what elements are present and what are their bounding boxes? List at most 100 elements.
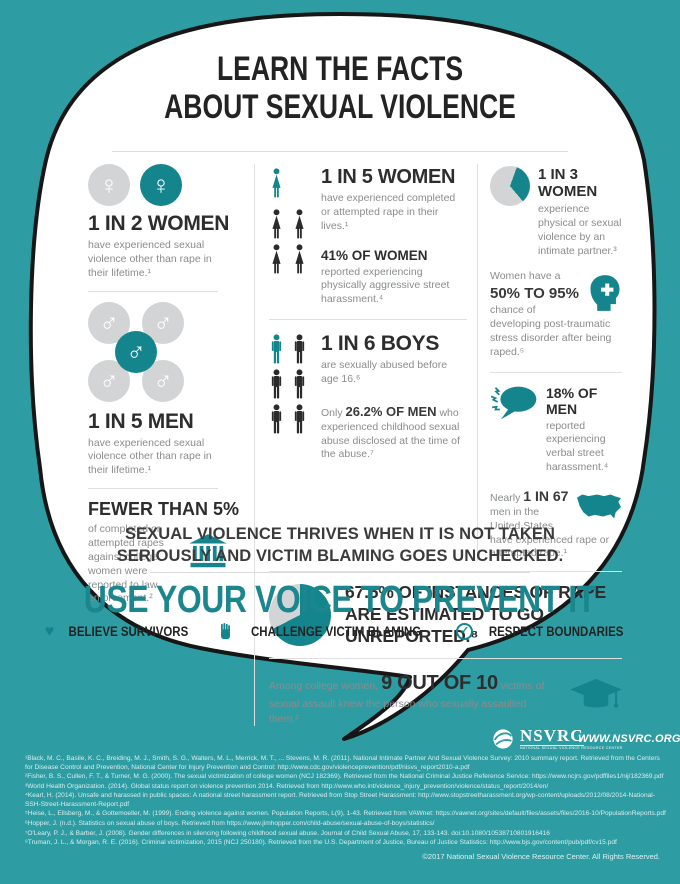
- actions-row: ♥ BELIEVE SURVIVORS CHALLENGE VICTIM BLA…: [0, 623, 680, 640]
- action-label: BELIEVE SURVIVORS: [68, 624, 189, 639]
- nsvrc-logo-text: NSVRC: [520, 726, 584, 746]
- stats-columns: ♀ ♀ 1 IN 2 WOMEN have experienced sexual…: [88, 164, 622, 727]
- citation: ⁵Heise, L., Ellsberg, M., & Gottemoeller…: [25, 810, 666, 818]
- cta-heading: USE YOUR VOICE TO PREVENT IT: [0, 579, 680, 622]
- one-in-67-stat: Nearly 1 IN 67 men in the United States …: [490, 487, 622, 561]
- graduation-cap-icon: [570, 679, 622, 716]
- column-left: ♀ ♀ 1 IN 2 WOMEN have experienced sexual…: [88, 164, 254, 726]
- male-symbol-circles: ♂ ♂ ♂ ♂ ♂: [88, 301, 184, 402]
- male-icon: ♂: [88, 359, 130, 402]
- title-line-2: ABOUT SEXUAL VIOLENCE: [164, 88, 516, 127]
- citation: ⁴Kearl, H. (2014). Unsafe and harassed i…: [25, 792, 655, 808]
- stat-rest: men in the United States have experience…: [490, 505, 610, 560]
- citation: ²Fisher, B. S., Cullen, F. T., & Turner,…: [25, 773, 664, 781]
- man-figure-icon: [269, 404, 284, 435]
- woman-figure-icon: [269, 209, 284, 240]
- head-cross-icon: [588, 274, 622, 312]
- title-divider: [112, 151, 568, 152]
- stat-body: have experienced sexual violence other t…: [88, 436, 212, 477]
- action-believe-survivors: ♥ BELIEVE SURVIVORS: [44, 622, 199, 640]
- banner-heading: 67.5% OF INSTANCES OF RAPE ARE ESTIMATED…: [345, 582, 606, 647]
- female-symbol-circles: ♀ ♀: [88, 164, 246, 206]
- stat-prefix: Only: [321, 406, 346, 419]
- woman-figure-icon: [292, 209, 307, 240]
- stat-body: have experienced completed or attempted …: [321, 192, 456, 232]
- citation: ¹Black, M. C., Basile, K. C., Breiding, …: [25, 755, 660, 771]
- stat-rest: chance of developing post-traumatic stre…: [490, 304, 612, 358]
- stat-heading: 41% OF WOMEN: [321, 247, 428, 263]
- action-label: RESPECT BOUNDARIES: [488, 624, 624, 639]
- stat-value: 9 OUT OF 10: [381, 671, 498, 694]
- check-circle-icon: ✓: [456, 623, 474, 640]
- stat-heading: 1 IN 5 WOMEN: [321, 166, 456, 188]
- nsvrc-globe-icon: [492, 728, 514, 750]
- stat-prefix: Nearly: [490, 491, 524, 504]
- citation: ⁸Truman, J. L., & Morgan, R. E. (2016). …: [25, 839, 617, 847]
- stat-body: reported experiencing verbal street hara…: [546, 419, 609, 474]
- citation: ⁷O'Leary, P. J., & Barber, J. (2008). Ge…: [25, 829, 550, 837]
- nsvrc-logo-tagline: NATIONAL SEXUAL VIOLENCE RESOURCE CENTER: [520, 746, 623, 750]
- stat-heading: 1 IN 5 MEN: [88, 409, 194, 433]
- statement-divider: [150, 572, 530, 573]
- pie-chart-one-in-three: [490, 166, 530, 206]
- boys-pictograms: [269, 332, 321, 462]
- stat-heading: 1 IN 6 BOYS: [321, 332, 440, 356]
- stat-heading: 18% OF MEN: [546, 384, 598, 417]
- speech-bubble-icon: [490, 385, 538, 475]
- column-right: 1 IN 3 WOMEN experience physical or sexu…: [477, 164, 622, 562]
- pie-chart-unreported: [269, 584, 331, 647]
- woman-figure-icon: [292, 244, 307, 275]
- stat-rest: victims of sexual assault knew the perso…: [269, 679, 545, 725]
- female-icon: ♀: [88, 164, 130, 206]
- man-figure-icon: [269, 369, 284, 400]
- unreported-banner: 67.5% OF INSTANCES OF RAPE ARE ESTIMATED…: [269, 571, 622, 648]
- statement-text: SEXUAL VIOLENCE THRIVES WHEN IT IS NOT T…: [116, 525, 564, 566]
- stat-body: experience physical or sexual violence b…: [538, 203, 622, 257]
- us-map-icon: [576, 491, 622, 521]
- man-figure-icon: [292, 369, 307, 400]
- women-pictograms: [269, 166, 321, 307]
- citation: ⁶Hopper, J. (n.d.). Statistics on sexual…: [25, 819, 435, 827]
- stat-body: have experienced sexual violence other t…: [88, 239, 212, 279]
- stat-body: Only 26.2% OF MEN who experienced childh…: [321, 403, 467, 462]
- stat-value: 50% TO 95%: [490, 285, 579, 303]
- woman-figure-icon: [269, 168, 284, 199]
- stat-rest: who experienced childhood sexual abuse d…: [321, 406, 460, 461]
- citation: ³World Health Organization. (2014). Glob…: [25, 782, 549, 790]
- raised-hand-icon: [219, 623, 232, 640]
- stat-heading: 1 IN 3 WOMEN: [538, 166, 598, 200]
- female-icon: ♀: [140, 164, 182, 206]
- college-stat-text: Among college women, 9 OUT OF 10 victims…: [269, 669, 558, 726]
- citations-list: ¹Black, M. C., Basile, K. C., Breiding, …: [25, 755, 667, 849]
- ptsd-stat: Women have a 50% TO 95% chance of develo…: [490, 270, 622, 359]
- stat-body: of completed or attempted rapes against …: [88, 523, 164, 605]
- stat-body: are sexually abused before age 16.⁶: [321, 359, 448, 386]
- copyright-text: ©2017 National Sexual Violence Resource …: [422, 852, 660, 861]
- stat-heading: 1 IN 2 WOMEN: [88, 212, 230, 235]
- column-middle: 1 IN 5 WOMEN have experienced completed …: [255, 164, 477, 561]
- website-link[interactable]: WWW.NSVRC.ORG: [578, 733, 680, 745]
- action-respect-boundaries: ✓ RESPECT BOUNDARIES: [456, 623, 635, 640]
- action-challenge-victim-blaming: CHALLENGE VICTIM BLAMING: [219, 623, 436, 640]
- college-stat-row: Among college women, 9 OUT OF 10 victims…: [269, 657, 622, 726]
- stat-heading: FEWER THAN 5%: [88, 499, 240, 520]
- stat-prefix: Women have a: [490, 270, 561, 283]
- man-figure-icon: [292, 334, 307, 365]
- male-icon: ♂: [142, 301, 184, 344]
- stat-value: 26.2% OF MEN: [345, 403, 437, 419]
- woman-figure-icon: [269, 244, 284, 275]
- male-icon: ♂: [115, 330, 157, 373]
- cta-text: USE YOUR VOICE TO PREVENT IT: [83, 579, 597, 621]
- columns-mid-right: 1 IN 5 WOMEN have experienced completed …: [254, 164, 622, 727]
- stat-body: reported experiencing physically aggress…: [321, 265, 450, 306]
- stat-prefix: Among college women,: [269, 679, 382, 692]
- title-line-1: LEARN THE FACTS: [216, 50, 464, 88]
- stat-value: 1 IN 67: [523, 487, 569, 504]
- page-title: LEARN THE FACTS ABOUT SEXUAL VIOLENCE: [0, 50, 680, 126]
- man-figure-icon: [269, 334, 284, 365]
- man-figure-icon: [292, 404, 307, 435]
- heart-icon: ♥: [44, 622, 55, 640]
- nsvrc-logo: NSVRC NATIONAL SEXUAL VIOLENCE RESOURCE …: [492, 726, 623, 750]
- action-label: CHALLENGE VICTIM BLAMING: [250, 624, 422, 639]
